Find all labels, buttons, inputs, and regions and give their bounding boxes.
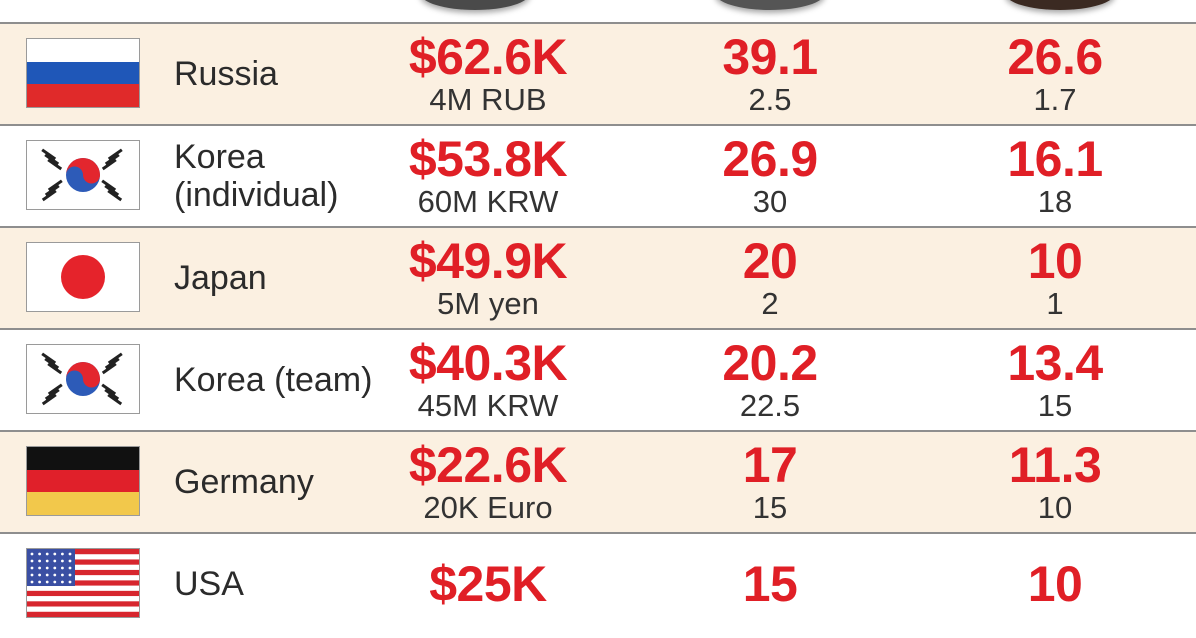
value-3-sub: 10 [1037,490,1073,525]
south-korea-flag-icon [26,344,140,414]
table-row: Korea (individual) $53.8K 60M KRW 26.9 30 16.… [0,124,1196,226]
prize-local-currency: 45M KRW [417,388,559,423]
value-2-sub: 30 [752,184,788,219]
table-row: Russia $62.6K 4M RUB 39.1 2.5 26.6 1.7 [0,22,1196,124]
value-3: 26.6 [1007,29,1103,85]
table-row: Germany $22.6K 20K Euro 17 15 11.3 10 [0,430,1196,532]
bronze-medal-icon [1005,0,1115,10]
value-cell-2: 20 2 [670,228,870,328]
prize-usd: $22.6K [408,437,568,493]
value-2: 17 [742,437,798,493]
value-cell-3: 10 [955,534,1155,634]
value-cell-2: 26.9 30 [670,126,870,226]
prize-table: Russia $62.6K 4M RUB 39.1 2.5 26.6 1.7 Korea (i… [0,22,1196,638]
prize-local-currency: 4M RUB [429,82,547,117]
value-3: 13.4 [1007,335,1103,391]
prize-usd: $62.6K [408,29,568,85]
prize-local-currency: 5M yen [437,286,539,321]
prize-cell: $25K [380,534,596,634]
value-3: 11.3 [1008,437,1102,493]
header-strip [0,0,1196,22]
country-name: Germany [174,463,314,501]
value-2-sub: 2.5 [748,82,792,117]
value-cell-2: 20.2 22.5 [670,330,870,430]
value-3: 10 [1027,556,1083,612]
prize-usd: $49.9K [408,233,568,289]
value-cell-2: 15 [670,534,870,634]
value-2: 20.2 [722,335,818,391]
value-2: 26.9 [722,131,818,187]
value-3: 10 [1027,233,1083,289]
south-korea-flag-icon [26,140,140,210]
silver-medal-icon [715,0,825,10]
value-2: 15 [742,556,798,612]
germany-flag-icon [26,446,140,516]
gold-medal-icon [420,0,530,10]
country-name: Russia [174,55,278,93]
value-2: 39.1 [722,29,818,85]
prize-usd: $53.8K [408,131,568,187]
value-cell-3: 13.4 15 [955,330,1155,430]
value-3-sub: 1.7 [1033,82,1077,117]
prize-cell: $49.9K 5M yen [380,228,596,328]
prize-cell: $40.3K 45M KRW [380,330,596,430]
value-3: 16.1 [1007,131,1103,187]
value-2: 20 [742,233,798,289]
value-2-sub: 15 [752,490,788,525]
prize-local-currency: 60M KRW [417,184,559,219]
prize-cell: $62.6K 4M RUB [380,24,596,124]
prize-local-currency: 20K Euro [423,490,553,525]
table-row: USA $25K 15 10 [0,532,1196,638]
value-2-sub: 2 [761,286,779,321]
value-cell-3: 16.1 18 [955,126,1155,226]
value-3-sub: 18 [1037,184,1073,219]
value-cell-2: 17 15 [670,432,870,532]
country-name: Japan [174,259,267,297]
value-3-sub: 1 [1046,286,1064,321]
country-name: Korea (team) [174,361,373,399]
value-cell-3: 11.3 10 [955,432,1155,532]
prize-cell: $22.6K 20K Euro [380,432,596,532]
value-3-sub: 15 [1037,388,1073,423]
table-row: Korea (team) $40.3K 45M KRW 20.2 22.5 13.4 15 [0,328,1196,430]
prize-usd: $40.3K [408,335,568,391]
value-2-sub: 22.5 [739,388,801,423]
country-name: USA [174,565,244,603]
prize-cell: $53.8K 60M KRW [380,126,596,226]
table-row: Japan $49.9K 5M yen 20 2 10 1 [0,226,1196,328]
value-cell-2: 39.1 2.5 [670,24,870,124]
japan-flag-icon [26,242,140,312]
value-cell-3: 10 1 [955,228,1155,328]
usa-flag-icon [26,548,140,618]
value-cell-3: 26.6 1.7 [955,24,1155,124]
prize-usd: $25K [429,556,547,612]
russia-flag-icon [26,38,140,108]
country-name: Korea (individual) [174,138,339,214]
